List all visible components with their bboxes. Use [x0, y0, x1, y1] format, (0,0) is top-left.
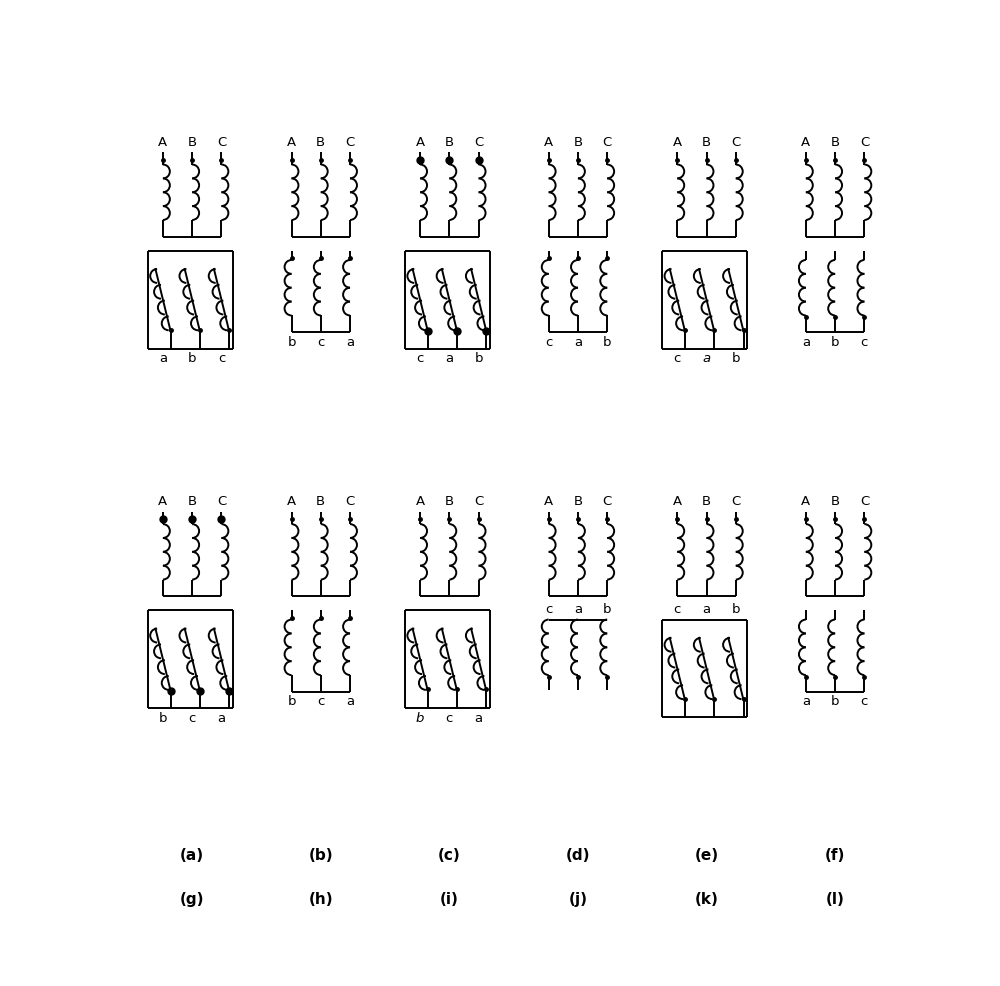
Text: (b): (b) — [308, 849, 333, 864]
Text: a: a — [217, 712, 226, 725]
Text: b: b — [287, 336, 296, 349]
Text: A: A — [287, 495, 296, 508]
Text: c: c — [317, 336, 324, 349]
Text: (d): (d) — [566, 849, 590, 864]
Text: C: C — [474, 136, 483, 149]
Text: B: B — [316, 495, 325, 508]
Text: c: c — [674, 352, 681, 365]
Text: a: a — [702, 603, 711, 616]
Text: B: B — [445, 495, 454, 508]
Text: a: a — [702, 352, 711, 365]
Text: C: C — [731, 136, 740, 149]
Text: B: B — [702, 136, 711, 149]
Text: c: c — [545, 603, 552, 616]
Text: A: A — [544, 495, 553, 508]
Text: C: C — [731, 495, 740, 508]
Text: C: C — [474, 495, 483, 508]
Text: C: C — [860, 495, 869, 508]
Text: c: c — [218, 352, 225, 365]
Text: (j): (j) — [568, 891, 587, 906]
Text: c: c — [446, 712, 453, 725]
Text: C: C — [217, 495, 226, 508]
Text: b: b — [188, 352, 196, 365]
Text: b: b — [732, 352, 740, 365]
Text: B: B — [702, 495, 711, 508]
Text: b: b — [732, 603, 740, 616]
Text: B: B — [573, 495, 583, 508]
Text: C: C — [860, 136, 869, 149]
Text: A: A — [416, 136, 425, 149]
Text: (a): (a) — [180, 849, 204, 864]
Text: b: b — [831, 695, 839, 709]
Text: A: A — [158, 495, 167, 508]
Text: b: b — [416, 712, 424, 725]
Text: A: A — [158, 136, 167, 149]
Text: C: C — [603, 495, 612, 508]
Text: B: B — [188, 136, 197, 149]
Text: c: c — [861, 336, 868, 349]
Text: A: A — [544, 136, 553, 149]
Text: a: a — [574, 603, 582, 616]
Text: c: c — [861, 695, 868, 709]
Text: A: A — [673, 495, 682, 508]
Text: (e): (e) — [694, 849, 719, 864]
Text: a: a — [159, 352, 167, 365]
Text: b: b — [287, 695, 296, 709]
Text: a: a — [346, 336, 354, 349]
Text: B: B — [188, 495, 197, 508]
Text: C: C — [345, 495, 355, 508]
Text: c: c — [416, 352, 424, 365]
Text: a: a — [574, 336, 582, 349]
Text: B: B — [831, 495, 840, 508]
Text: (c): (c) — [438, 849, 461, 864]
Text: (g): (g) — [180, 891, 204, 906]
Text: A: A — [416, 495, 425, 508]
Text: c: c — [674, 603, 681, 616]
Text: A: A — [801, 136, 810, 149]
Text: c: c — [188, 712, 196, 725]
Text: b: b — [474, 352, 483, 365]
Text: b: b — [603, 336, 611, 349]
Text: B: B — [573, 136, 583, 149]
Text: A: A — [673, 136, 682, 149]
Text: a: a — [802, 695, 810, 709]
Text: a: a — [445, 352, 453, 365]
Text: A: A — [287, 136, 296, 149]
Text: b: b — [159, 712, 167, 725]
Text: b: b — [831, 336, 839, 349]
Text: A: A — [801, 495, 810, 508]
Text: a: a — [475, 712, 483, 725]
Text: a: a — [802, 336, 810, 349]
Text: c: c — [545, 336, 552, 349]
Text: a: a — [346, 695, 354, 709]
Text: (h): (h) — [308, 891, 333, 906]
Text: b: b — [603, 603, 611, 616]
Text: (f): (f) — [825, 849, 845, 864]
Text: (l): (l) — [826, 891, 845, 906]
Text: C: C — [603, 136, 612, 149]
Text: C: C — [345, 136, 355, 149]
Text: C: C — [217, 136, 226, 149]
Text: B: B — [445, 136, 454, 149]
Text: (k): (k) — [695, 891, 718, 906]
Text: B: B — [316, 136, 325, 149]
Text: B: B — [831, 136, 840, 149]
Text: c: c — [317, 695, 324, 709]
Text: (i): (i) — [440, 891, 459, 906]
